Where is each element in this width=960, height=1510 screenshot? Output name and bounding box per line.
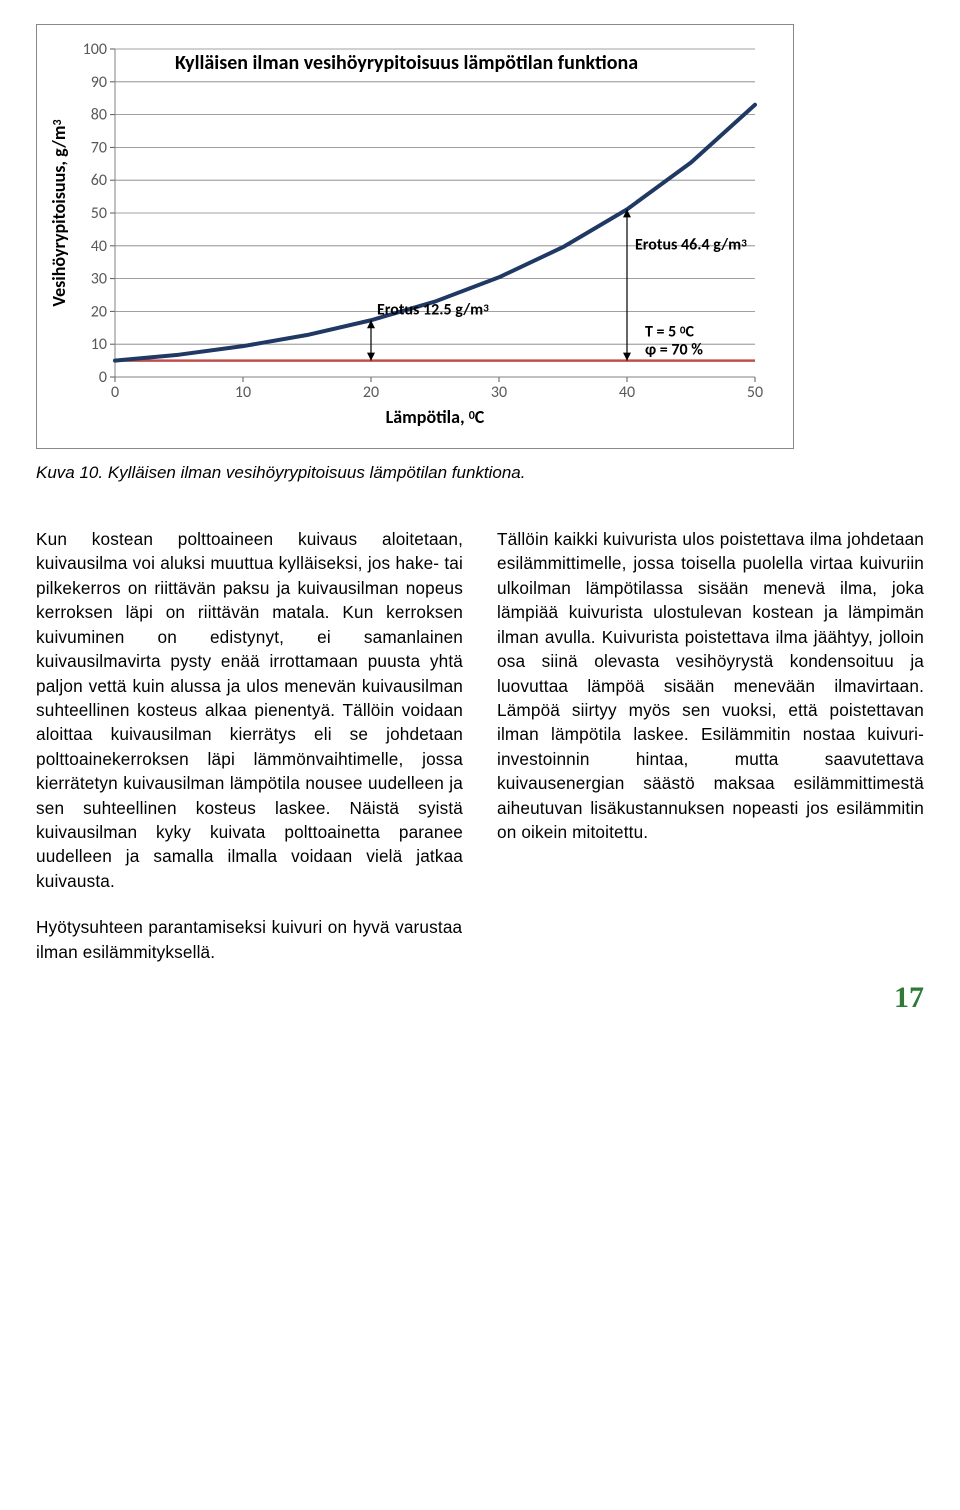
svg-text:70: 70 [91,138,107,157]
svg-text:0: 0 [99,368,107,387]
right-column: Tällöin kaikki kuivurista ulos poistetta… [497,527,924,893]
svg-text:Kylläisen ilman vesihöyrypitoi: Kylläisen ilman vesihöyrypitoisuus lämpö… [175,51,638,75]
svg-text:50: 50 [747,383,763,402]
svg-text:40: 40 [619,383,635,402]
svg-text:40: 40 [91,237,107,256]
svg-text:0: 0 [111,383,119,402]
svg-text:φ = 70 %: φ = 70 % [645,341,703,360]
svg-text:20: 20 [363,383,379,402]
svg-text:Erotus 46.4 g/m3: Erotus 46.4 g/m3 [635,235,747,254]
svg-text:90: 90 [91,73,107,92]
svg-text:10: 10 [235,383,251,402]
page-number: 17 [36,981,924,1015]
svg-text:30: 30 [91,270,107,289]
svg-text:60: 60 [91,171,107,190]
figure-caption: Kuva 10. Kylläisen ilman vesihöyrypitois… [36,463,924,483]
bottom-paragraph: Hyötysuhteen parantamiseksi kuivuri on h… [36,915,462,964]
svg-text:100: 100 [83,40,107,59]
svg-text:Vesihöyrypitoisuus, g/m3: Vesihöyrypitoisuus, g/m3 [48,119,70,306]
svg-text:30: 30 [491,383,507,402]
svg-text:Erotus 12.5 g/m3: Erotus 12.5 g/m3 [377,300,489,319]
svg-text:50: 50 [91,204,107,223]
svg-text:20: 20 [91,302,107,321]
humidity-chart: 0 10 20 30 40 50 60 70 80 90 100 0 10 20 30 40 50 Erotus … [43,37,767,437]
svg-text:80: 80 [91,106,107,125]
svg-text:10: 10 [91,335,107,354]
chart-frame: 0 10 20 30 40 50 60 70 80 90 100 0 10 20 30 40 50 Erotus … [36,24,794,449]
body-columns: Kun kostean polttoaineen kuivaus aloitet… [36,527,924,893]
svg-text:T = 5 0C: T = 5 0C [645,323,694,342]
left-column: Kun kostean polttoaineen kuivaus aloitet… [36,527,463,893]
svg-text:Lämpötila, 0C: Lämpötila, 0C [386,406,485,428]
